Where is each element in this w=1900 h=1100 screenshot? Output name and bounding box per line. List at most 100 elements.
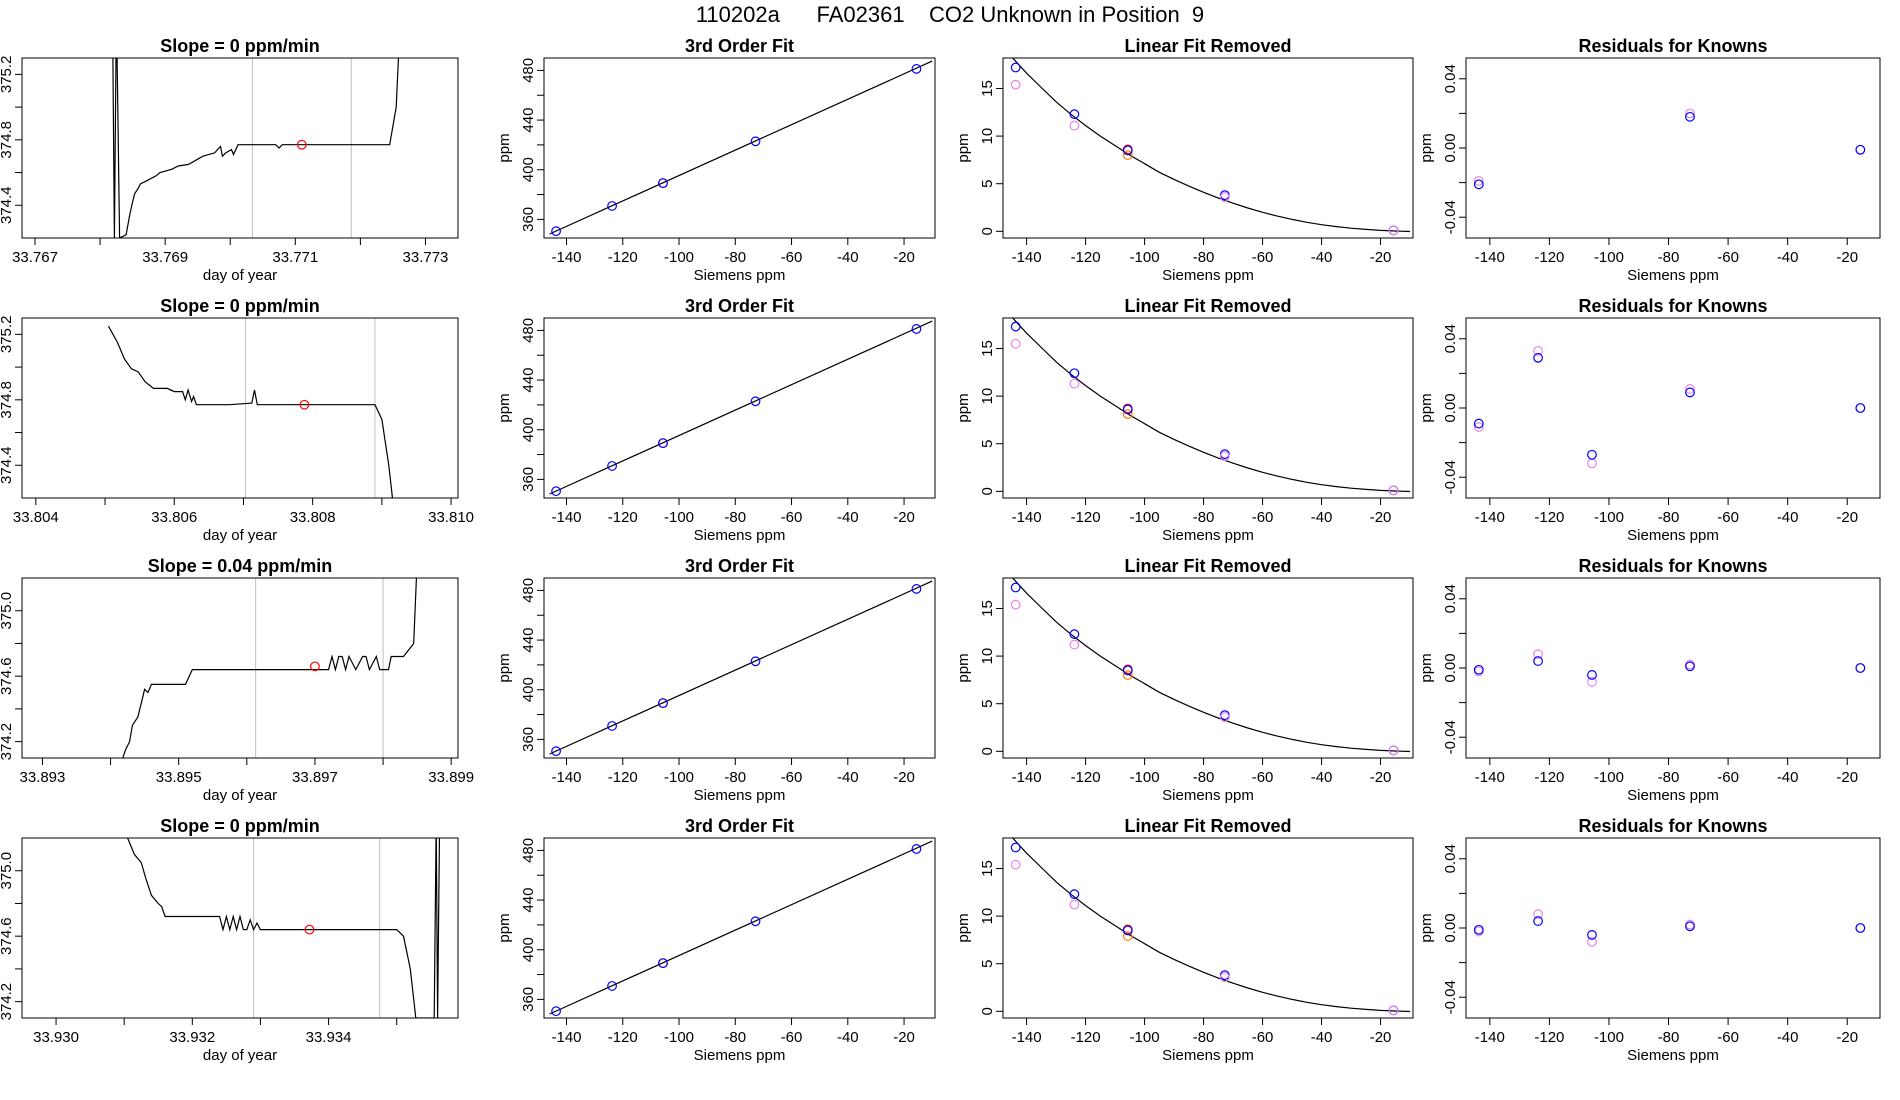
x-tick-label: -140 <box>1475 509 1505 526</box>
x-tick-label: -40 <box>1777 769 1799 786</box>
data-point <box>1388 1005 1399 1016</box>
data-point <box>1855 663 1866 673</box>
data-point <box>1219 970 1230 981</box>
x-axis-label: Siemens ppm <box>694 267 786 284</box>
data-point <box>1219 192 1230 202</box>
y-tick-label: 0 <box>979 747 996 755</box>
x-tick-label: -20 <box>1836 1029 1858 1046</box>
x-tick-label: -20 <box>1836 249 1858 266</box>
x-tick-label: -100 <box>1130 249 1160 266</box>
data-point <box>1587 449 1597 460</box>
y-tick-label: 374.4 <box>0 186 15 224</box>
data-point <box>1069 889 1080 900</box>
y-tick-label: 360 <box>520 207 537 232</box>
x-tick-label: -60 <box>1252 1029 1274 1046</box>
data-point <box>607 461 617 471</box>
x-axis-label: Siemens ppm <box>1162 267 1254 284</box>
data-point <box>1855 144 1866 155</box>
data-point <box>1388 485 1399 496</box>
data-point <box>1473 924 1484 935</box>
x-tick-label: -20 <box>893 769 915 786</box>
data-point <box>551 1006 561 1017</box>
fit-curve <box>549 320 933 495</box>
fit-curve <box>1011 58 1411 233</box>
data-point <box>1219 710 1230 721</box>
y-tick-label: 360 <box>520 727 537 752</box>
x-tick-label: -40 <box>1311 249 1333 266</box>
data-point <box>1855 923 1866 933</box>
x-tick-label: -40 <box>837 769 859 786</box>
y-tick-label: 440 <box>520 888 537 913</box>
data-point <box>1388 225 1399 236</box>
fit-curve <box>1011 578 1411 753</box>
x-tick-label: -20 <box>893 249 915 266</box>
data-point <box>607 981 617 991</box>
figure-title: 110202a FA02361 CO2 Unknown in Position … <box>695 2 1205 27</box>
data-point <box>1533 909 1543 920</box>
x-axis-label: day of year <box>203 787 277 804</box>
data-point <box>1685 384 1695 394</box>
x-axis-label: Siemens ppm <box>1162 527 1254 544</box>
data-point <box>1533 649 1543 660</box>
x-tick-label: -140 <box>551 769 581 786</box>
x-axis-label: Siemens ppm <box>1627 787 1719 804</box>
x-tick-label: -80 <box>724 509 746 526</box>
y-tick-label: 440 <box>520 108 537 133</box>
data-point <box>750 916 761 927</box>
y-tick-label: 10 <box>979 128 996 145</box>
panel-2-1: 3rd Order Fit -140 -120 -100 -80 -60 -40 -20 360… <box>496 556 936 804</box>
x-tick-label: -80 <box>1658 769 1680 786</box>
data-point <box>911 844 922 854</box>
panel-3-3: Residuals for Knowns -140 -120 -100 -80 -60 -4… <box>1418 816 1881 1064</box>
x-tick-label: -40 <box>837 249 859 266</box>
plot-frame <box>1465 57 1881 239</box>
data-point <box>1855 403 1866 413</box>
panel-0-2: Linear Fit Removed -140 -120 -100 -80 -60 -40 -… <box>955 36 1414 284</box>
y-tick-label: 0.04 <box>1442 64 1459 93</box>
y-tick-label: 400 <box>520 677 537 702</box>
fit-curve <box>549 840 933 1015</box>
x-tick-label: 33.804 <box>13 509 59 526</box>
y-tick-label: 5 <box>979 440 996 448</box>
x-tick-label: -100 <box>1594 769 1624 786</box>
data-point <box>1010 582 1021 593</box>
x-tick-label: -60 <box>1717 769 1739 786</box>
y-tick-label: 0.04 <box>1442 584 1459 613</box>
x-tick-label: -20 <box>1836 769 1858 786</box>
x-tick-label: -80 <box>1658 1029 1680 1046</box>
data-point <box>1587 936 1597 947</box>
x-tick-label: -40 <box>837 509 859 526</box>
data-point <box>658 698 668 709</box>
x-axis-label: Siemens ppm <box>1162 787 1254 804</box>
y-tick-label: 375.2 <box>0 56 15 94</box>
y-tick-label: 0.00 <box>1442 913 1459 942</box>
x-tick-label: -80 <box>1658 249 1680 266</box>
x-tick-label: -120 <box>608 1029 638 1046</box>
plot-frame <box>543 317 936 499</box>
panel-1-2: Linear Fit Removed -140 -120 -100 -80 -60 -40 -… <box>955 296 1414 544</box>
x-axis-label: Siemens ppm <box>694 787 786 804</box>
y-tick-label: 15 <box>979 80 996 97</box>
x-tick-label: 33.767 <box>12 249 58 266</box>
y-tick-label: 10 <box>979 908 996 925</box>
y-axis-label: ppm <box>955 913 972 942</box>
x-tick-label: -140 <box>1475 249 1505 266</box>
x-axis-label: Siemens ppm <box>694 527 786 544</box>
data-point <box>1219 972 1230 982</box>
y-axis-label: ppm <box>955 653 972 682</box>
x-tick-label: -20 <box>893 1029 915 1046</box>
x-tick-label: -40 <box>837 1029 859 1046</box>
data-point <box>1533 345 1543 356</box>
x-tick-label: 33.808 <box>290 509 336 526</box>
data-point <box>551 746 561 757</box>
x-tick-label: -140 <box>1012 1029 1042 1046</box>
data-point <box>1122 931 1133 941</box>
panel-title: 3rd Order Fit <box>685 296 794 316</box>
data-point <box>1010 338 1021 349</box>
data-point <box>1685 921 1695 932</box>
plot-frame <box>21 837 459 1019</box>
fit-curve <box>549 580 933 755</box>
x-tick-label: -80 <box>1193 249 1215 266</box>
y-tick-label: -0.04 <box>1442 200 1459 234</box>
data-point <box>1685 387 1695 398</box>
